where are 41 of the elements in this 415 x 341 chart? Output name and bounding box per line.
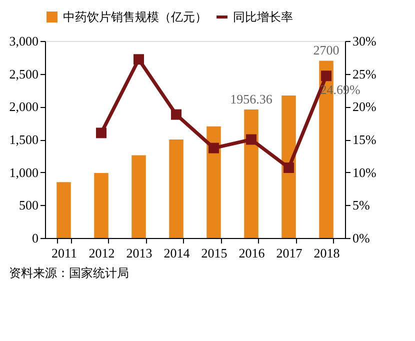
x-tick-label: 2015 [201, 246, 228, 260]
y2-tick-label: 10% [352, 164, 376, 180]
x-tick-label: 2011 [51, 246, 78, 260]
bar [282, 96, 296, 238]
bar [244, 110, 258, 238]
point [321, 70, 332, 82]
y2-tick-label: 25% [352, 66, 376, 82]
y-tick-label: 1,000 [9, 164, 38, 180]
bar [94, 172, 108, 238]
y-tick-label: 1,500 [9, 132, 38, 147]
point [284, 162, 294, 173]
y-tick-label: 2,000 [9, 99, 38, 114]
legend-label: 中药饮片销售规模（亿元） [63, 10, 207, 24]
bar [206, 126, 221, 238]
point [96, 128, 106, 138]
text: 资料来源：国家统计局 [8, 266, 129, 280]
x-tick-label: 2012 [88, 246, 115, 260]
y-tick-label: 2,500 [9, 66, 38, 82]
y2-tick-label: 0% [352, 230, 370, 246]
bar [132, 155, 146, 238]
y2-tick-label: 15% [352, 132, 376, 147]
point [134, 54, 144, 65]
point [246, 134, 256, 145]
data-label: 2700 [313, 42, 340, 58]
y2-tick-label: 5% [352, 198, 370, 213]
x-tick-label: 2017 [276, 246, 303, 260]
y2-tick-label: 30% [352, 34, 376, 48]
point [208, 142, 219, 154]
x-tick-label: 2013 [126, 246, 152, 260]
bar [56, 182, 71, 238]
point [171, 109, 182, 120]
y-tick-label: 0 [32, 230, 38, 246]
y-tick-label: 3,000 [9, 34, 38, 48]
y-tick-label: 500 [19, 198, 38, 213]
x-tick-label: 2016 [238, 246, 266, 260]
x-tick-label: 2018 [314, 246, 340, 260]
x-tick-label: 2014 [164, 246, 190, 260]
data-label: 1956.36 [230, 92, 273, 107]
bar [169, 140, 184, 238]
legend-label: 同比增长率 [233, 10, 293, 24]
y2-tick-label: 20% [352, 99, 376, 114]
